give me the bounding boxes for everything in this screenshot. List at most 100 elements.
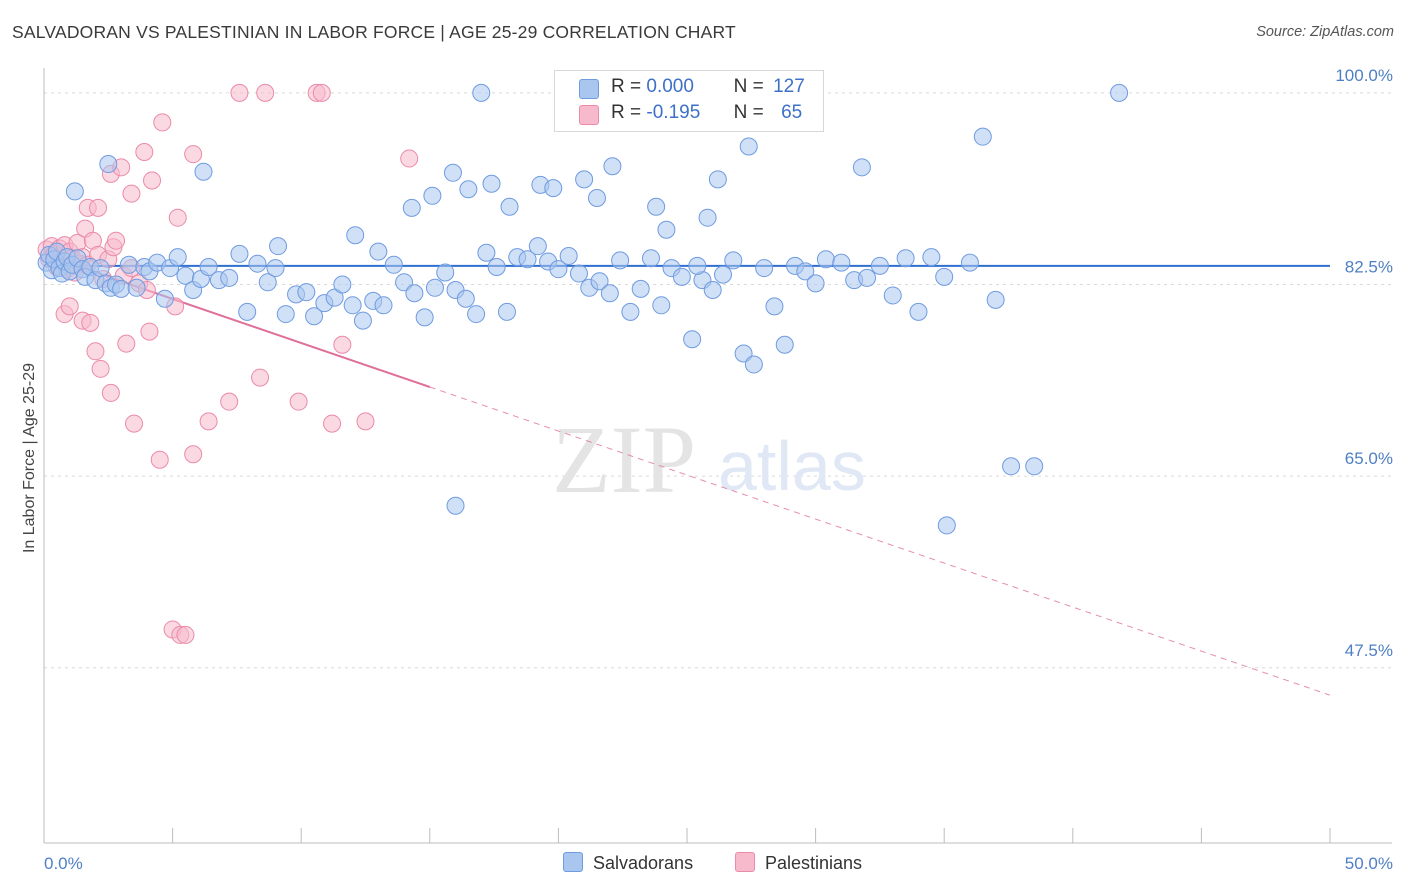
palestinian-point <box>220 392 239 411</box>
watermark-atlas: atlas <box>718 427 866 505</box>
salvadoran-point <box>870 256 889 275</box>
salvadoran-point <box>99 155 118 174</box>
salvadoran-point <box>744 355 763 374</box>
legend-n-value: 127 <box>773 76 805 97</box>
salvadoran-point <box>238 302 257 321</box>
salvadoran-point <box>852 158 871 177</box>
salvadoran-point <box>960 253 979 272</box>
salvadoran-point <box>220 268 239 287</box>
palestinian-point <box>251 368 270 387</box>
x-tick-label: 50.0% <box>1345 854 1393 873</box>
salvadoran-point <box>497 302 516 321</box>
palestinian-point <box>333 335 352 354</box>
salvadoran-point <box>765 297 784 316</box>
bottom-legend-salvadorans: Salvadorans <box>563 852 693 874</box>
salvadoran-point <box>333 275 352 294</box>
correlation-legend: R = 0.000 N = 127 R = -0.195 N = 65 <box>554 70 824 132</box>
salvadoran-point <box>415 308 434 327</box>
palestinian-point <box>199 412 218 431</box>
palestinian-point <box>150 450 169 469</box>
salvadoran-point <box>587 188 606 207</box>
salvadoran-point <box>575 170 594 189</box>
palestinian-point <box>323 414 342 433</box>
salvadoran-point <box>549 260 568 279</box>
palestinian-point <box>60 297 79 316</box>
salvadoran-point <box>796 262 815 281</box>
bottom-legend-label: Salvadorans <box>593 853 694 873</box>
palestinian-point <box>143 171 162 190</box>
salvadoran-point <box>269 237 288 256</box>
palestinian-point <box>176 625 195 644</box>
salvadoran-point <box>641 249 660 268</box>
bottom-legend-palestinians: Palestinians <box>735 852 862 874</box>
palestinian-point <box>101 383 120 402</box>
salvadoran-point <box>734 344 753 363</box>
salvadoran-point <box>446 496 465 515</box>
y-tick-label: 100.0% <box>1335 66 1393 85</box>
salvadoran-point <box>647 197 666 216</box>
salvadoran-point <box>194 162 213 181</box>
salvadoran-point <box>528 237 547 256</box>
salvadoran-point <box>986 290 1005 309</box>
salvadoran-point <box>621 302 640 321</box>
salvadoran-point <box>374 296 393 315</box>
salvadoran-point <box>65 182 84 201</box>
chart-title: SALVADORAN VS PALESTINIAN IN LABOR FORCE… <box>12 22 736 42</box>
axes <box>43 68 1392 844</box>
palestinian-point <box>400 149 419 168</box>
salvadoran-point <box>775 335 794 354</box>
salvadoran-point <box>652 296 671 315</box>
legend-n-value: 65 <box>781 102 803 123</box>
salvadoran-point <box>672 267 691 286</box>
salvadoran-point <box>500 197 519 216</box>
bottom-legend-swatch-pink <box>735 852 755 872</box>
salvadoran-point <box>405 284 424 303</box>
salvadoran-point <box>657 220 676 239</box>
salvadoran-point <box>1110 83 1129 102</box>
salvadoran-point <box>832 253 851 272</box>
legend-n-label: N = <box>733 102 764 123</box>
palestinian-point <box>89 198 108 217</box>
salvadoran-point <box>395 273 414 292</box>
salvadoran-point <box>168 248 187 267</box>
source-label: Source: ZipAtlas.com <box>1256 24 1394 40</box>
salvadoran-point <box>973 127 992 146</box>
palestinian-point <box>312 83 331 102</box>
salvadoran-point <box>935 267 954 286</box>
salvadoran-point <box>708 170 727 189</box>
y-tick-label: 47.5% <box>1345 641 1393 660</box>
salvadoran-point <box>603 157 622 176</box>
x-tick-label: 0.0% <box>44 854 83 873</box>
salvadoran-point <box>305 307 324 326</box>
palestinian-point <box>184 445 203 464</box>
palestinian-point <box>140 322 159 341</box>
salvadoran-point <box>698 208 717 227</box>
palestinian-point <box>135 142 154 161</box>
legend-r-label: R = <box>611 76 642 97</box>
salvadoran-point <box>688 256 707 275</box>
salvadoran-point <box>467 305 486 324</box>
salvadoran-point <box>883 286 902 305</box>
palestinian-point <box>125 414 144 433</box>
palestinian-point <box>256 83 275 102</box>
salvadoran-point <box>230 244 249 263</box>
palestinian-point <box>86 342 105 361</box>
palestinian-point <box>81 313 100 332</box>
salvadoran-point <box>937 516 956 535</box>
bottom-legend-swatch-blue <box>563 852 583 872</box>
salvadoran-point <box>559 247 578 266</box>
legend-r-label: R = <box>611 102 642 123</box>
salvadoran-point <box>477 243 496 262</box>
salvadoran-points <box>37 83 1129 535</box>
palestinian-point <box>107 231 126 250</box>
salvadoran-point <box>1002 457 1021 476</box>
salvadoran-point <box>112 279 131 298</box>
salvadoran-point <box>91 259 110 278</box>
salvadoran-point <box>590 272 609 291</box>
y-tick-label: 82.5% <box>1345 257 1393 276</box>
salvadoran-point <box>456 289 475 308</box>
palestinian-point <box>230 83 249 102</box>
salvadoran-point <box>569 264 588 283</box>
bottom-legend-label: Palestinians <box>765 853 863 873</box>
